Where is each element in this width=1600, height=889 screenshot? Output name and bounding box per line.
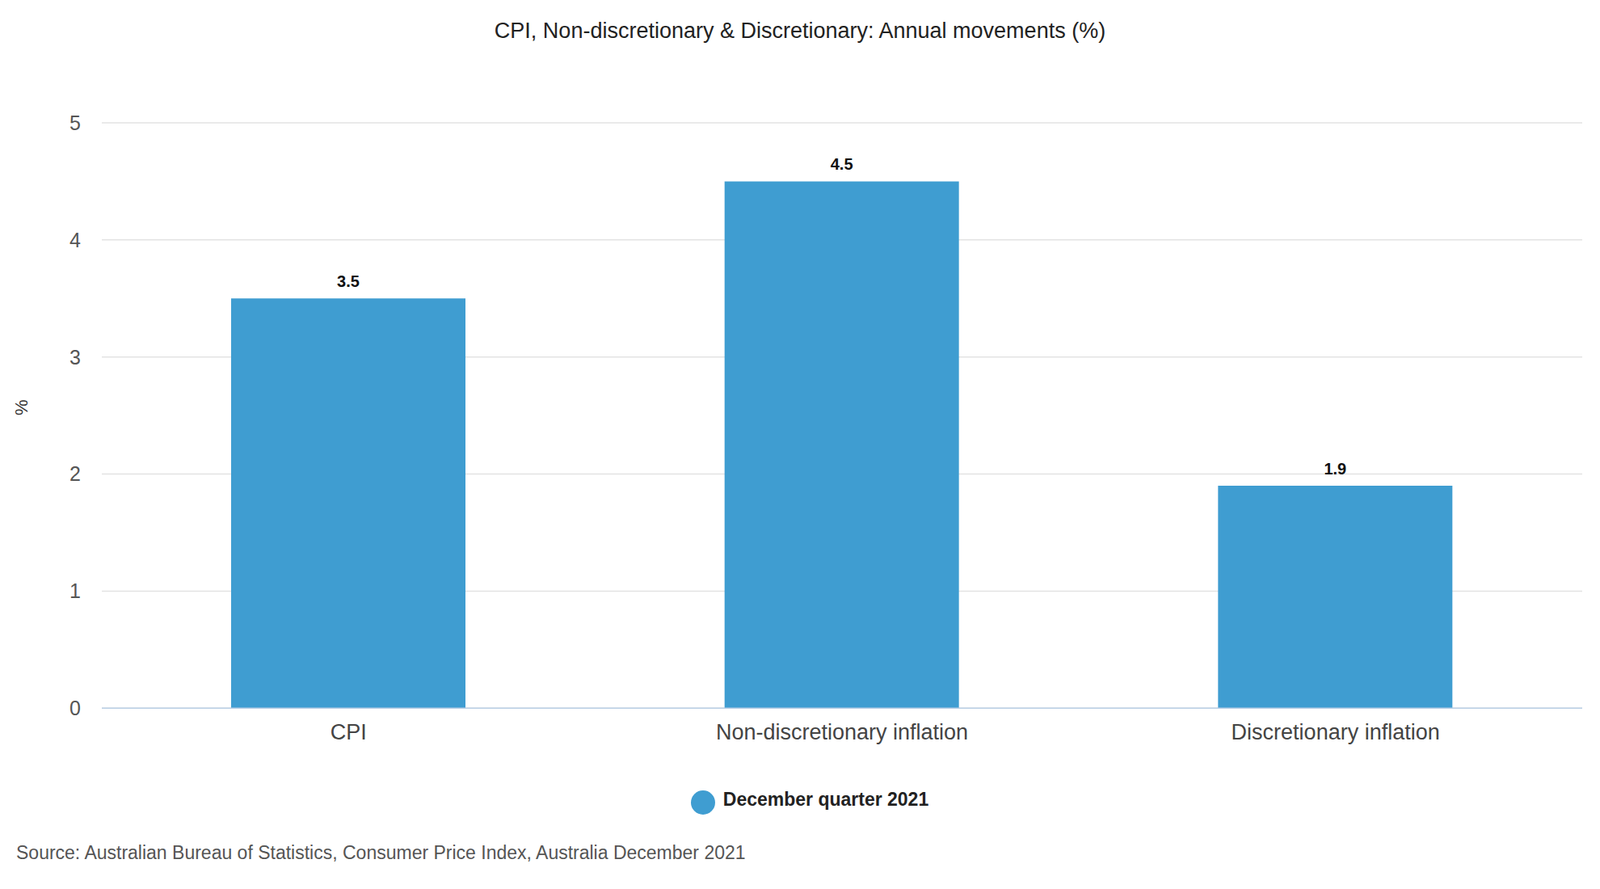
html-text:December quarter 2021: December quarter 2021 — [723, 788, 929, 810]
svg-text:%: % — [11, 400, 32, 417]
svg-text:Non-discretionary inflation: Non-discretionary inflation — [715, 720, 969, 745]
svg-text:4: 4 — [69, 228, 81, 252]
svg-text:Discretionary inflation: Discretionary inflation — [1231, 720, 1440, 745]
svg-text:0: 0 — [69, 696, 81, 720]
svg-text:3.5: 3.5 — [336, 272, 360, 291]
svg-text:1.9: 1.9 — [1323, 459, 1347, 478]
svg-text:5: 5 — [69, 111, 81, 135]
svg-text:CPI: CPI — [330, 720, 367, 745]
svg-text:1: 1 — [69, 579, 81, 603]
html-text:CPI, Non-discretionary & Discr: CPI, Non-discretionary & Discretionary: … — [494, 18, 1106, 43]
svg-text:4.5: 4.5 — [830, 155, 854, 173]
svg-text:3: 3 — [69, 345, 81, 369]
svg-text:2: 2 — [69, 462, 81, 485]
html-text:Source: Australian Bureau of S: Source: Australian Bureau of Statistics,… — [16, 842, 746, 864]
